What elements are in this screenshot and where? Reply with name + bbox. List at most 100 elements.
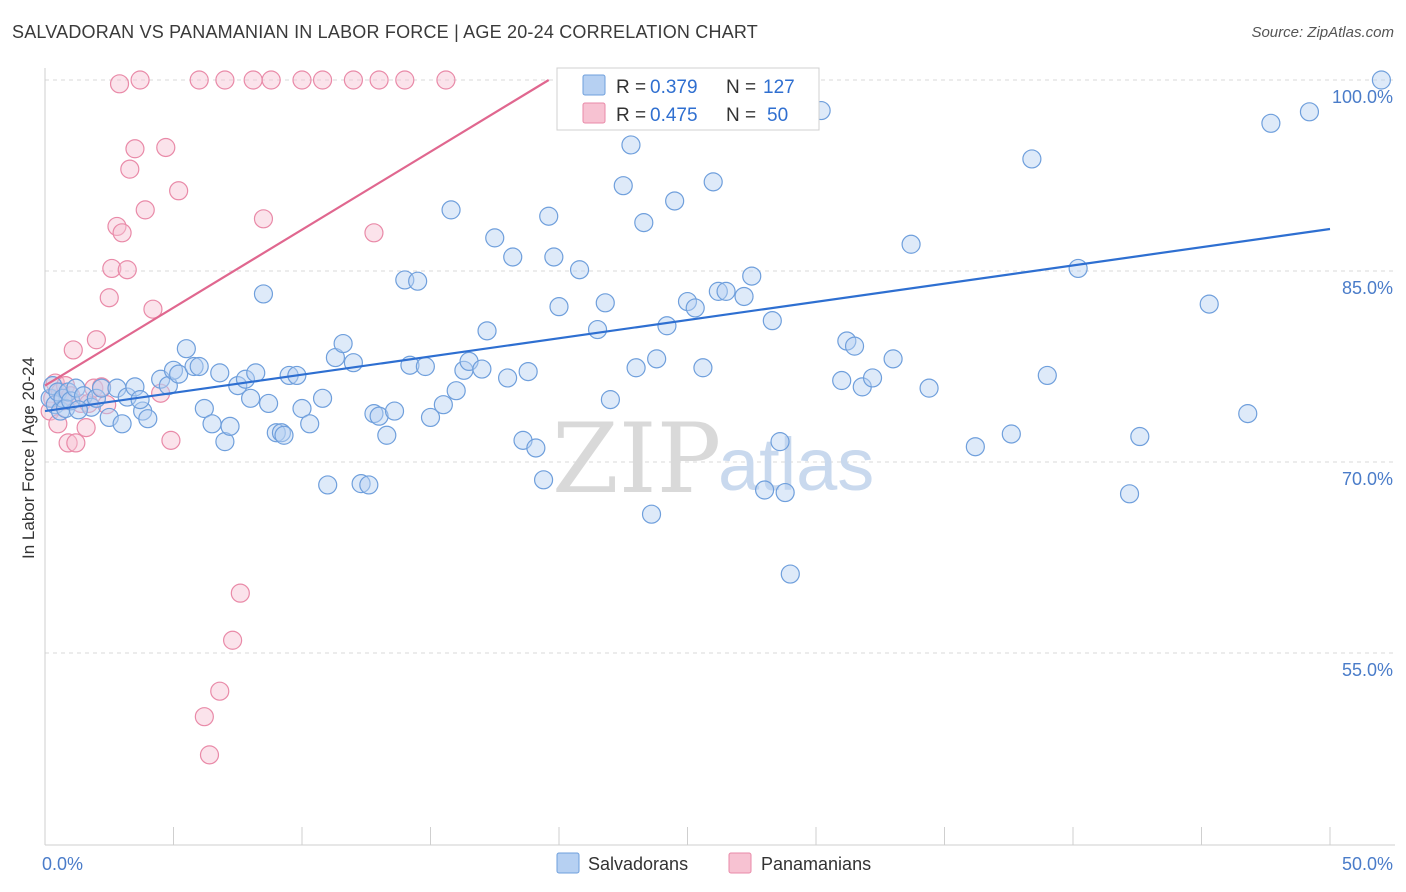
watermark: ZIP atlas	[552, 403, 874, 515]
salvadoran-point	[734, 286, 754, 307]
salvadoran-point	[184, 356, 204, 377]
panamanian-point	[63, 340, 83, 360]
salvadoran-point	[613, 176, 633, 196]
salvadoran-point	[844, 336, 865, 356]
salvadoran-point	[862, 368, 883, 388]
salvadoran-point	[253, 284, 274, 304]
salvadoran-point	[526, 438, 546, 458]
salvadoran-point	[472, 359, 492, 379]
salvadoran-point	[194, 398, 214, 419]
x-tick-label: 50.0%	[1342, 854, 1393, 874]
salvadoran-point	[1022, 149, 1042, 169]
panamanian-point	[76, 418, 96, 438]
panamanian-point	[253, 209, 274, 229]
legend-r-value: 0.379	[650, 77, 698, 98]
salvadoran-point	[634, 213, 654, 233]
salvadoran-point	[125, 377, 145, 397]
salvadoran-point	[271, 423, 292, 443]
salvadoran-point	[549, 297, 569, 317]
panamanian-point	[130, 70, 150, 90]
panamanian-point	[169, 181, 189, 201]
salvadoran-point	[112, 414, 132, 434]
salvadoran-point	[587, 319, 608, 340]
salvadoran-point	[384, 401, 405, 421]
panamanian-point	[261, 70, 281, 90]
salvadoran-point	[1001, 424, 1021, 444]
salvadoran-point	[66, 378, 86, 398]
salvadoran-point	[420, 407, 441, 428]
salvadoran-point	[703, 172, 723, 192]
panamanian-point	[117, 260, 137, 280]
salvadoran-point	[762, 311, 782, 331]
stats-legend: R = 0.379 N = 127 R = 0.475 N = 50	[556, 67, 820, 131]
legend-n-label: N =	[726, 77, 756, 98]
salvadoran-point	[246, 363, 266, 383]
salvadoran-point	[130, 390, 150, 410]
panamanian-point	[243, 70, 263, 90]
panamanian-point	[199, 745, 220, 765]
salvadoran-point	[693, 358, 713, 378]
salvadoran-point	[169, 364, 189, 384]
salvadoran-point	[318, 475, 338, 495]
salvadoran-point	[716, 281, 736, 301]
salvadoran-point	[202, 414, 222, 434]
legend-n-value: 50	[767, 105, 788, 126]
legend-swatch-salvadorans	[582, 74, 606, 96]
salvadoran-point	[1068, 258, 1088, 279]
salvadoran-point	[569, 260, 590, 280]
salvadoran-point	[91, 378, 112, 398]
salvadoran-point	[415, 356, 435, 377]
salvadoran-point	[333, 333, 353, 354]
salvadoran-point	[641, 504, 662, 524]
salvadoran-point	[742, 266, 762, 286]
legend-r-label: R =	[616, 105, 646, 126]
salvadoran-point	[1261, 113, 1281, 133]
chart-title: SALVADORAN VS PANAMANIAN IN LABOR FORCE …	[12, 22, 758, 42]
salvadoran-point	[647, 349, 667, 369]
legend-r-label: R =	[616, 77, 646, 98]
salvadoran-point	[1199, 294, 1219, 314]
panamanian-point	[156, 137, 176, 158]
salvadoran-point	[901, 234, 921, 254]
panamanian-point	[125, 139, 145, 159]
series-legend: Salvadorans Panamanians	[556, 852, 871, 874]
panamanian-point	[86, 330, 107, 350]
grid-lines	[45, 79, 1395, 654]
salvadoran-point	[377, 425, 397, 445]
salvadoran-point	[359, 475, 379, 495]
salvadoran-point	[754, 480, 775, 500]
bottom-legend-panamanians: Panamanians	[761, 854, 871, 874]
salvadoran-point	[138, 409, 158, 429]
salvadoran-point	[775, 482, 795, 503]
salvadoran-point	[919, 378, 939, 398]
salvadoran-point	[364, 404, 384, 424]
salvadoran-point	[266, 423, 286, 443]
panamanian-point	[215, 70, 235, 90]
legend-swatch-panamanians	[582, 102, 606, 124]
salvadoran-point	[1371, 70, 1392, 90]
source-label: Source: ZipAtlas.com	[1251, 24, 1394, 41]
salvadoran-point	[533, 470, 554, 490]
panamanian-point	[210, 681, 230, 701]
salvadoran-point	[1299, 102, 1320, 122]
panamanian-point	[312, 70, 333, 90]
salvadoran-point	[657, 316, 677, 336]
salvadoran-point	[441, 200, 461, 220]
salvadoran-point	[626, 358, 646, 378]
salvadoran-point	[163, 360, 184, 380]
legend-r-value: 0.475	[650, 105, 698, 126]
panamanian-point	[369, 70, 389, 90]
salvadoran-point	[600, 390, 621, 410]
salvadoran-point	[274, 425, 294, 445]
trend-lines	[44, 79, 1331, 413]
salvadoran-point	[68, 400, 89, 420]
panamanian-point	[112, 223, 132, 243]
salvadoran-point	[258, 393, 279, 414]
salvadoran-point	[503, 247, 523, 267]
salvadoran-point	[1238, 404, 1258, 424]
salvadoran-point	[433, 395, 453, 415]
panamanian-point	[102, 258, 122, 279]
salvadoran-point	[544, 247, 564, 267]
x-tick-label: 0.0%	[42, 854, 83, 874]
salvadoran-point	[210, 363, 230, 383]
